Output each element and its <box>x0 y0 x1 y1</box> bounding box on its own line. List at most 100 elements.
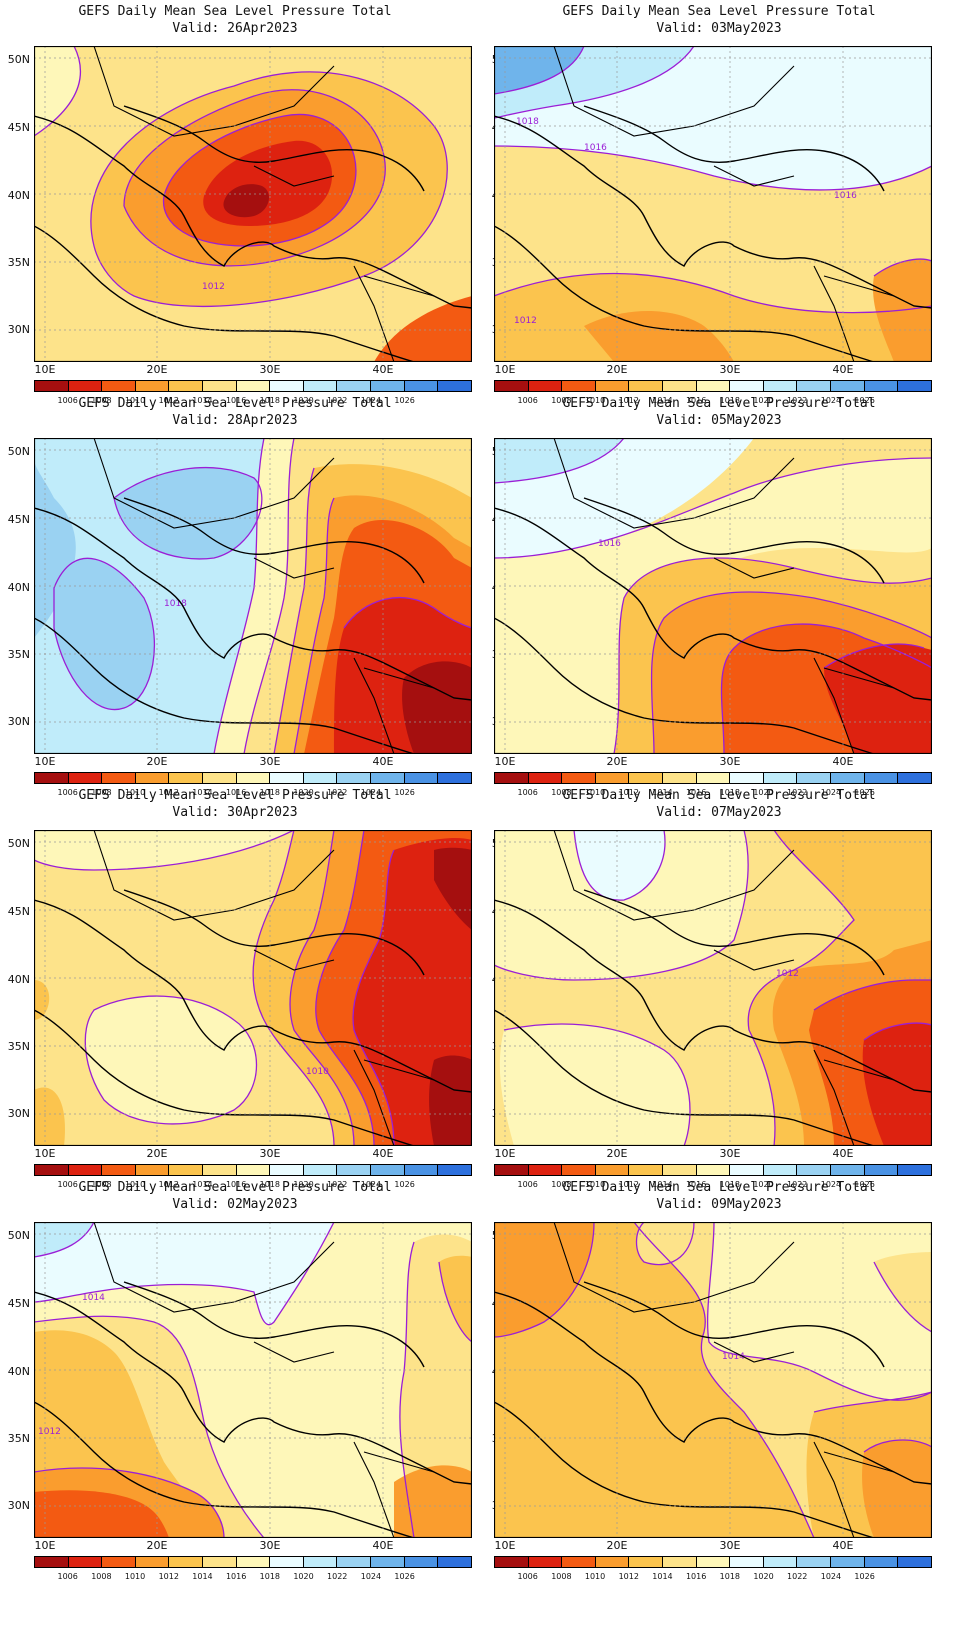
colorbar-swatch <box>270 1165 304 1175</box>
colorbar-label: 1010 <box>584 396 606 405</box>
isobar-label: 1012 <box>38 1427 61 1437</box>
colorbar-swatch <box>831 1165 865 1175</box>
isobar-label: 1016 <box>834 191 857 201</box>
panel-valid-date: Valid: 26Apr2023 <box>172 21 298 36</box>
colorbar-label: 1008 <box>551 1180 572 1189</box>
lat-label-40n: 40N <box>7 189 30 202</box>
colorbar-label: 1010 <box>124 1180 146 1189</box>
colorbar-swatch <box>236 773 271 783</box>
colorbar-label: 1018 <box>719 788 741 797</box>
colorbar-label: 1022 <box>787 1572 808 1581</box>
lat-label-50n: 50N <box>7 1229 30 1242</box>
colorbar-label: 1008 <box>91 788 112 797</box>
pressure-map: 1018 <box>34 438 472 754</box>
colorbar-label: 1016 <box>225 788 247 797</box>
isobar-label: 1012 <box>776 969 799 979</box>
lat-label-40n: 40N <box>7 973 30 986</box>
pressure-map: 1012 <box>494 830 932 1146</box>
lat-label-30n: 30N <box>7 323 30 336</box>
map-panel-09may: GEFS Daily Mean Sea Level Pressure Total… <box>484 1176 954 1586</box>
grid <box>34 46 472 362</box>
colorbar-swatch <box>797 381 832 391</box>
colorbar-label: 1024 <box>820 396 842 405</box>
pressure-map: 1016 <box>494 438 932 754</box>
lon-label-30e: 30E <box>259 755 281 768</box>
colorbar-label: 1026 <box>854 1572 875 1581</box>
colorbar-label: 1026 <box>854 788 875 797</box>
lon-label-20e: 20E <box>606 755 628 768</box>
isobar-label: 1018 <box>516 117 539 127</box>
colorbar-label: 1020 <box>753 1572 774 1581</box>
colorbar <box>494 772 932 784</box>
colorbar-swatch <box>763 381 798 391</box>
colorbar-swatch <box>270 1557 304 1567</box>
pressure-map: 1012 <box>34 46 472 362</box>
colorbar-label: 1006 <box>57 1180 78 1189</box>
colorbar-swatch <box>35 773 69 783</box>
panel-title: GEFS Daily Mean Sea Level Pressure Total <box>562 4 876 19</box>
colorbar <box>34 1556 472 1568</box>
colorbar-label: 1012 <box>618 1180 639 1189</box>
colorbar-swatch <box>831 381 865 391</box>
colorbar-label: 1022 <box>327 788 348 797</box>
colorbar-swatch <box>495 1557 529 1567</box>
colorbar-label: 1018 <box>719 1572 741 1581</box>
lon-label-20e: 20E <box>146 1539 168 1552</box>
colorbar-swatch <box>495 381 529 391</box>
panel-valid-date: Valid: 09May2023 <box>656 1197 782 1212</box>
lon-label-40e: 40E <box>372 1147 394 1160</box>
pressure-field-se <box>374 296 472 362</box>
isobar-1008 <box>162 113 357 247</box>
colorbar-swatch <box>404 381 439 391</box>
colorbar-swatch <box>337 1557 372 1567</box>
colorbar-swatch <box>438 773 471 783</box>
colorbar-label: 1012 <box>158 1180 179 1189</box>
lat-label-45n: 45N <box>7 905 30 918</box>
colorbar-swatch <box>763 1165 798 1175</box>
lon-label-30e: 30E <box>259 363 281 376</box>
pressure-map: 1018 1016 1016 1012 <box>494 46 932 362</box>
lon-label-40e: 40E <box>372 1539 394 1552</box>
colorbar-swatch <box>203 381 237 391</box>
colorbar-swatch <box>270 773 304 783</box>
colorbar-swatch <box>898 773 931 783</box>
colorbar-swatch <box>595 1557 630 1567</box>
lon-label-20e: 20E <box>146 1147 168 1160</box>
colorbar-label: 1014 <box>192 788 213 797</box>
colorbar-swatch <box>663 381 697 391</box>
coastline <box>34 105 472 362</box>
colorbar-label: 1006 <box>517 788 538 797</box>
colorbar-swatch <box>528 1165 563 1175</box>
colorbar-label: 1016 <box>685 1572 707 1581</box>
map-panel-03may: GEFS Daily Mean Sea Level Pressure Total… <box>484 0 954 410</box>
colorbar-label: 1018 <box>259 1180 281 1189</box>
panel-valid-date: Valid: 02May2023 <box>172 1197 298 1212</box>
colorbar-swatch <box>68 773 103 783</box>
isobar-label: 1014 <box>722 1352 745 1362</box>
colorbar-swatch <box>595 1165 630 1175</box>
colorbar-label: 1012 <box>158 1572 179 1581</box>
panel-title: GEFS Daily Mean Sea Level Pressure Total <box>562 1180 876 1195</box>
colorbar-swatch <box>236 1557 271 1567</box>
lon-label-30e: 30E <box>719 1147 741 1160</box>
colorbar-label: 1016 <box>685 788 707 797</box>
colorbar-label: 1024 <box>360 396 382 405</box>
lat-label-35n: 35N <box>7 1432 30 1445</box>
panel-title: GEFS Daily Mean Sea Level Pressure Total <box>562 396 876 411</box>
colorbar-label: 1020 <box>293 1572 314 1581</box>
colorbar-label: 1016 <box>225 1572 247 1581</box>
isobar-label: 1016 <box>598 539 621 549</box>
colorbar-swatch <box>169 381 204 391</box>
colorbar-label: 1026 <box>394 1572 415 1581</box>
lat-label-30n: 30N <box>7 1499 30 1512</box>
colorbar-swatch <box>438 1165 471 1175</box>
lat-label-45n: 45N <box>7 513 30 526</box>
colorbar-swatch <box>495 1165 529 1175</box>
colorbar-swatch <box>169 1165 204 1175</box>
colorbar-swatch <box>663 1165 697 1175</box>
colorbar-swatch <box>562 773 596 783</box>
colorbar <box>34 772 472 784</box>
colorbar-label: 1018 <box>719 396 741 405</box>
colorbar-label: 1008 <box>551 1572 572 1581</box>
colorbar-label: 1020 <box>293 1180 314 1189</box>
